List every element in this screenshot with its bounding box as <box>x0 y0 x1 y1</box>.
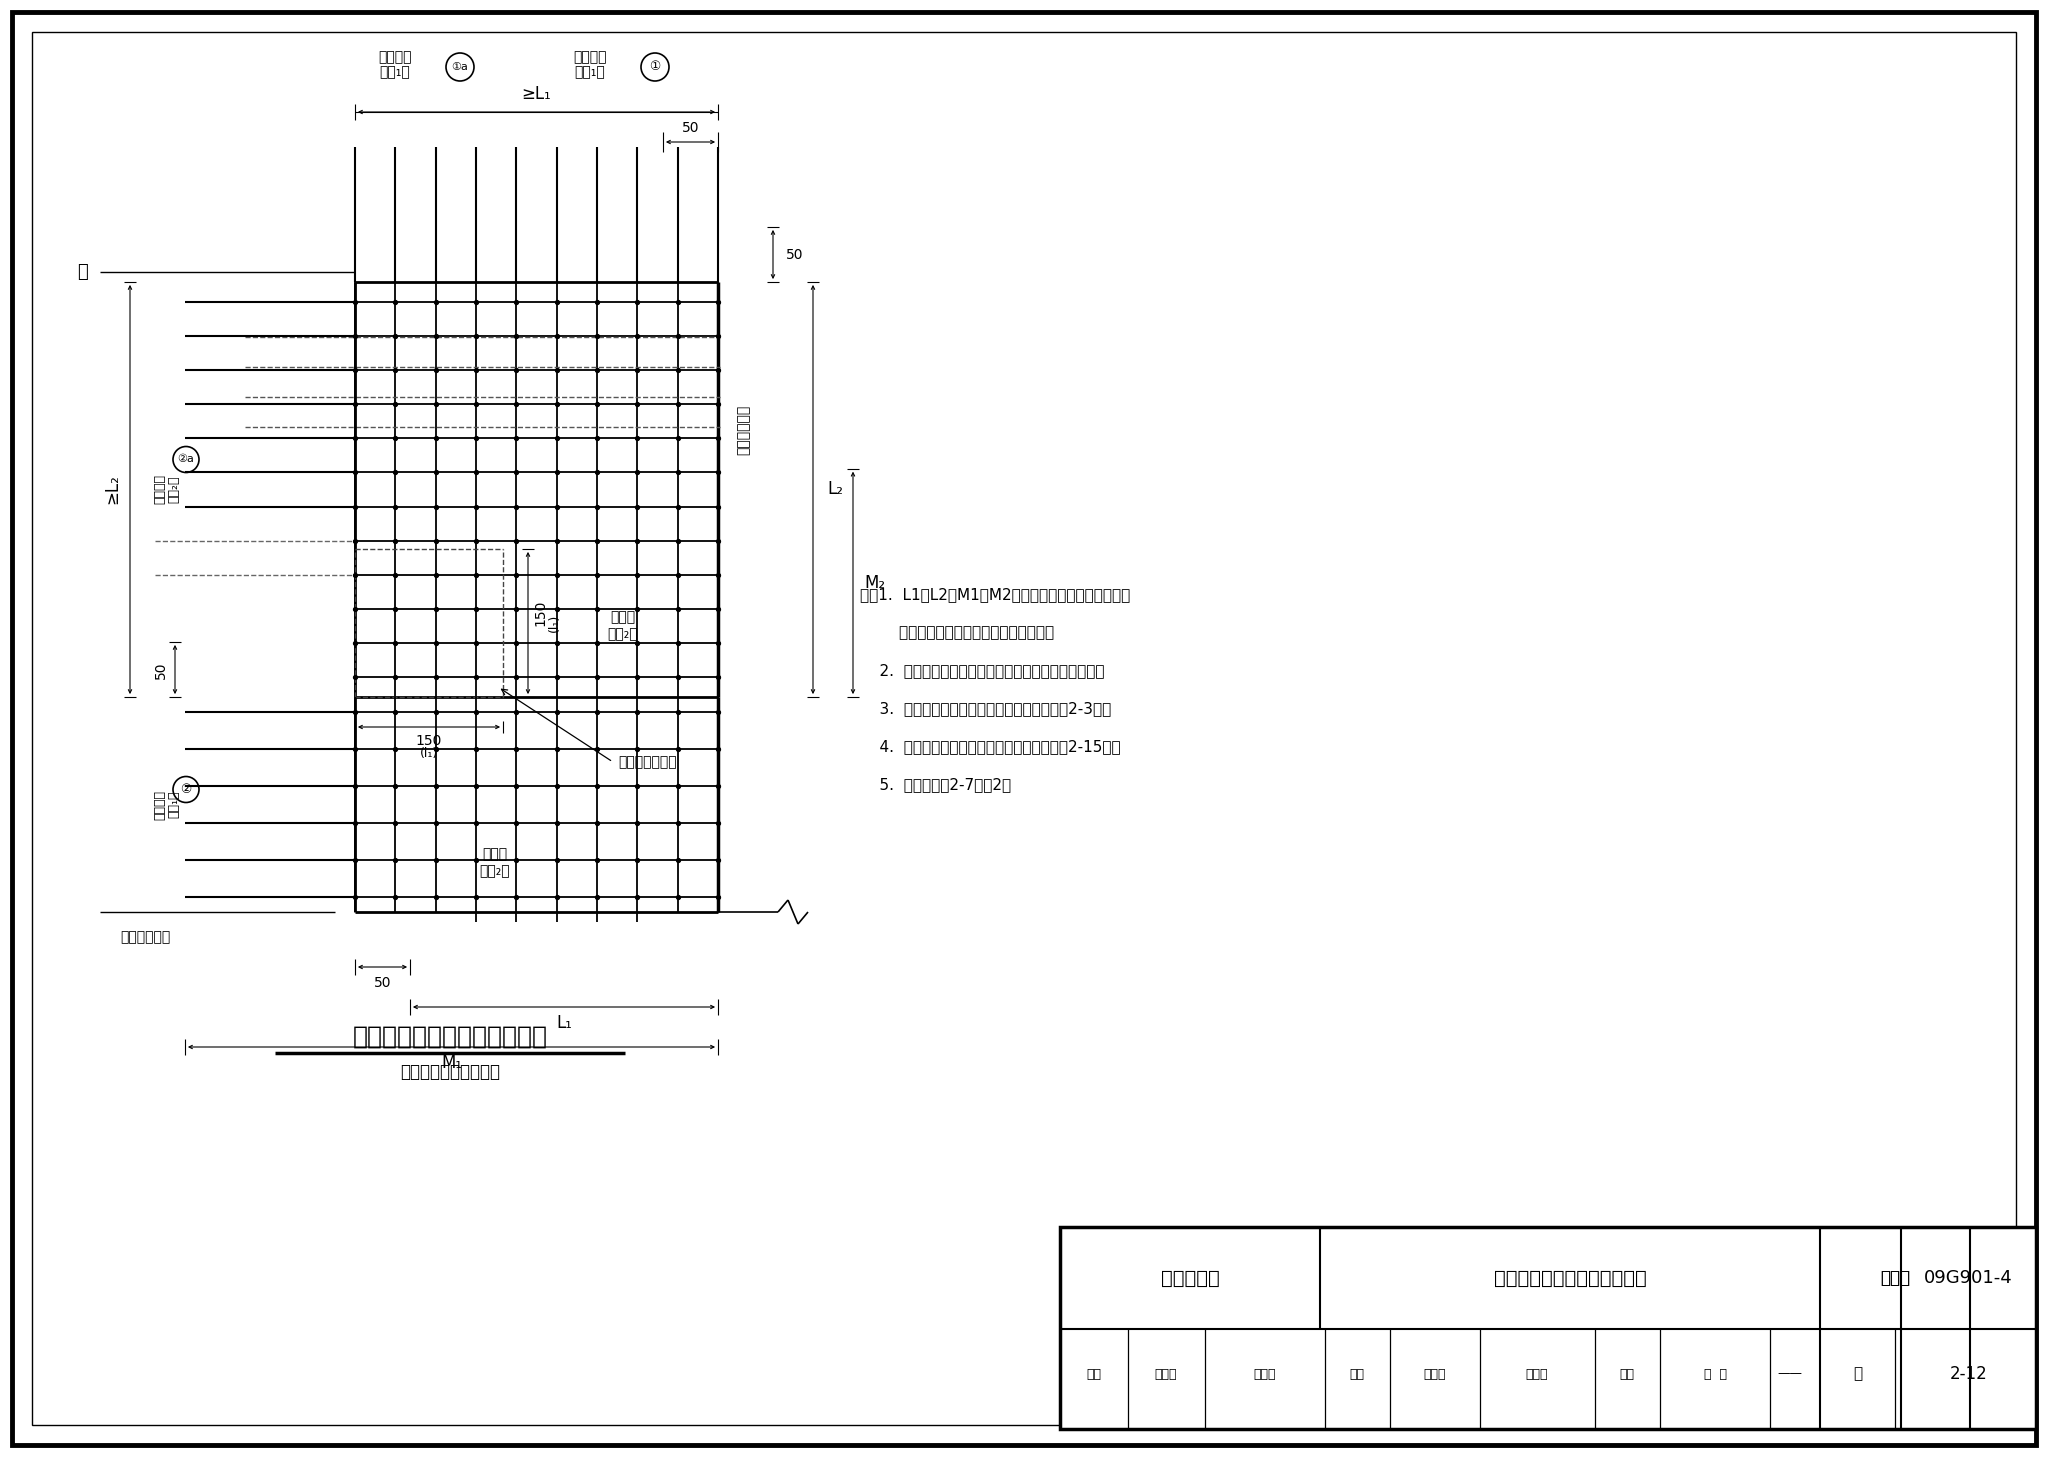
Text: 5.  见本图集第2-7页注2。: 5. 见本图集第2-7页注2。 <box>860 777 1012 793</box>
Text: （上₂）: （上₂） <box>479 864 510 879</box>
Text: ①: ① <box>649 61 662 73</box>
Text: 柱角位置板上部钢筋排布构造: 柱角位置板上部钢筋排布构造 <box>1493 1269 1647 1288</box>
Text: 50: 50 <box>154 661 168 679</box>
Text: (l₁): (l₁) <box>420 747 438 761</box>
Text: 普通现浇板: 普通现浇板 <box>1161 1269 1219 1288</box>
Text: ——: —— <box>1778 1368 1802 1380</box>
Text: 2-12: 2-12 <box>1950 1365 1987 1383</box>
Text: 09G901-4: 09G901-4 <box>1925 1269 2013 1287</box>
Text: 张月明: 张月明 <box>1423 1368 1446 1380</box>
Text: 50: 50 <box>682 121 700 136</box>
Text: 内的延伸长度，由具体工程设计确定。: 内的延伸长度，由具体工程设计确定。 <box>860 625 1055 640</box>
Text: 分布筋: 分布筋 <box>610 610 635 624</box>
Text: 50: 50 <box>373 976 391 989</box>
Text: ②a: ②a <box>178 455 195 465</box>
Text: （上₁）: （上₁） <box>575 66 606 79</box>
Text: 马儒彪: 马儒彪 <box>1253 1368 1276 1380</box>
Text: M₁: M₁ <box>440 1053 463 1072</box>
Text: M₂: M₂ <box>864 574 885 592</box>
Text: 柱: 柱 <box>76 264 88 281</box>
Text: 姚  刚: 姚 刚 <box>1704 1368 1726 1380</box>
Text: 梁或混凝土墙: 梁或混凝土墙 <box>121 930 170 944</box>
Text: ≥L₁: ≥L₁ <box>522 85 551 103</box>
Text: （上₁）: （上₁） <box>379 66 410 79</box>
Text: 4.  柱角位置板柱边附加钢筋构造见本图集第2-15页。: 4. 柱角位置板柱边附加钢筋构造见本图集第2-15页。 <box>860 739 1120 755</box>
Text: 2.  柱位置是否设置加强钢筋网由具体工程设计确定。: 2. 柱位置是否设置加强钢筋网由具体工程设计确定。 <box>860 663 1104 678</box>
Text: 角柱位置板上部钢筋排布构造: 角柱位置板上部钢筋排布构造 <box>352 1026 547 1049</box>
Text: 页: 页 <box>1853 1367 1862 1381</box>
Text: 芮继东: 芮继东 <box>1155 1368 1178 1380</box>
Text: 注：1.  L1、L2、M1、M2为板上部钢筋自支座边缘向跨: 注：1. L1、L2、M1、M2为板上部钢筋自支座边缘向跨 <box>860 587 1130 602</box>
Text: （上₁）: （上₁） <box>168 791 180 819</box>
Text: ①a: ①a <box>451 63 469 71</box>
Text: 图集号: 图集号 <box>1880 1269 1911 1287</box>
Text: ②: ② <box>180 782 193 796</box>
Text: 审核: 审核 <box>1087 1368 1102 1380</box>
Bar <box>1061 1227 2036 1429</box>
Text: 150: 150 <box>532 600 547 627</box>
Text: 150: 150 <box>416 734 442 747</box>
Text: 分布筋: 分布筋 <box>483 847 508 861</box>
Text: 设计: 设计 <box>1620 1368 1634 1380</box>
Text: 受力钢筋: 受力钢筋 <box>154 790 166 819</box>
Text: 受力钢筋: 受力钢筋 <box>379 50 412 64</box>
Text: （上₂）: （上₂） <box>168 476 180 503</box>
Text: 梁或混凝土墙: 梁或混凝土墙 <box>735 405 750 455</box>
Text: 孩儿明: 孩儿明 <box>1526 1368 1548 1380</box>
Text: (l₁): (l₁) <box>549 613 561 632</box>
Text: 柱角加强钢筋网: 柱角加强钢筋网 <box>618 755 676 769</box>
Text: （上₂）: （上₂） <box>608 627 639 641</box>
Text: 柱角处设置加强钢筋网: 柱角处设置加强钢筋网 <box>399 1064 500 1081</box>
Text: 校对: 校对 <box>1350 1368 1364 1380</box>
Text: ≥L₂: ≥L₂ <box>102 475 121 504</box>
Text: 受力钢筋: 受力钢筋 <box>154 475 166 504</box>
Text: 50: 50 <box>786 248 803 262</box>
Text: 3.  板钢筋在支座部位的锚固构造见本图集第2-3页。: 3. 板钢筋在支座部位的锚固构造见本图集第2-3页。 <box>860 701 1112 715</box>
Text: L₁: L₁ <box>557 1014 571 1032</box>
Text: 受力钢筋: 受力钢筋 <box>573 50 606 64</box>
Text: L₂: L₂ <box>827 481 844 498</box>
Text: 图集号: 图集号 <box>1880 1269 1911 1287</box>
